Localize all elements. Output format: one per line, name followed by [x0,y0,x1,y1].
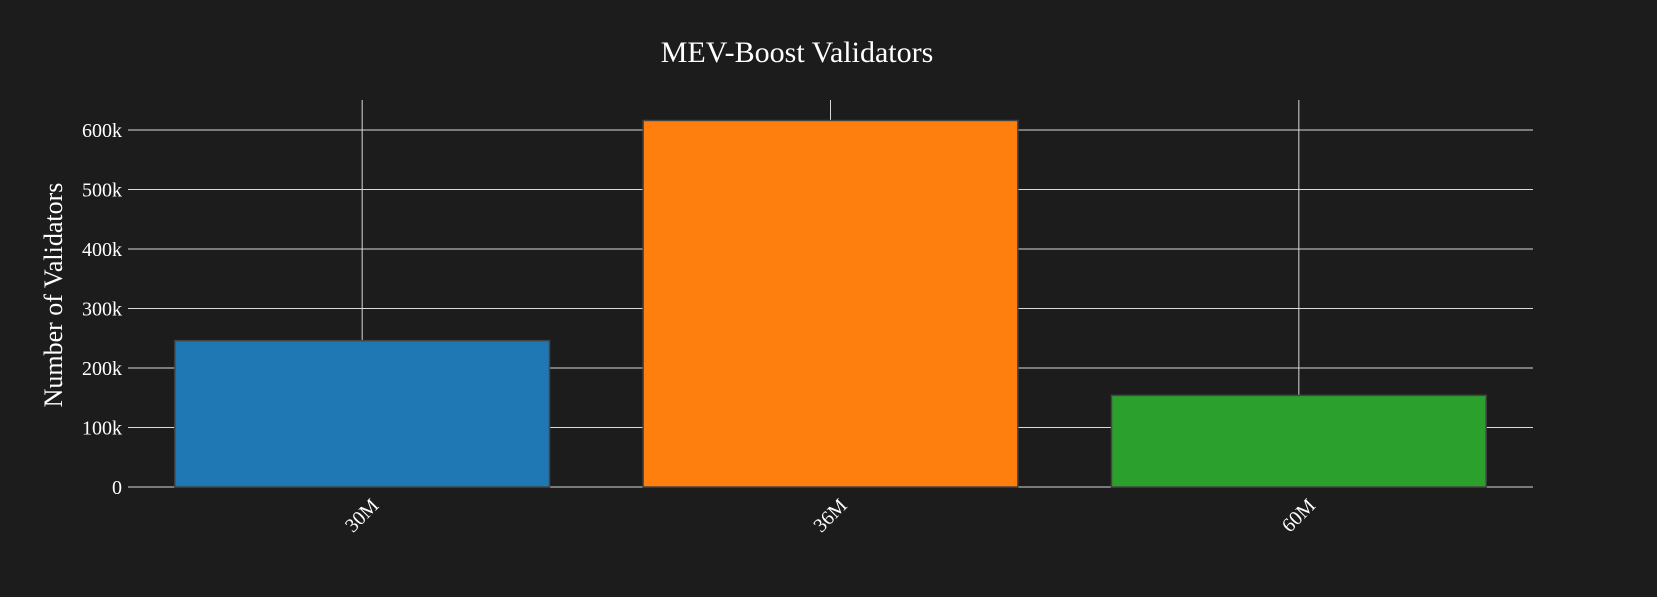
y-tick-label: 600k [82,120,122,142]
x-tick-label: 60M [1278,494,1320,536]
x-axis-ticks: 30M 36M 60M [341,494,1320,536]
y-tick-label: 100k [82,418,122,440]
y-axis-ticks: 0 100k 200k 300k 400k 500k 600k [82,120,122,499]
bars [174,119,1487,488]
y-tick-label: 500k [82,180,122,202]
bar-60M[interactable] [1110,394,1487,488]
y-tick-label: 400k [82,239,122,261]
x-tick-label: 30M [341,494,383,536]
chart-title: MEV-Boost Validators [661,36,934,69]
x-tick-label: 36M [809,494,851,536]
y-tick-label: 300k [82,299,122,321]
bar-30M[interactable] [174,339,551,488]
y-tick-label: 200k [82,358,122,380]
y-axis-title: Number of Validators [39,183,68,408]
y-tick-label: 0 [112,477,122,499]
bar-36M[interactable] [642,119,1019,488]
